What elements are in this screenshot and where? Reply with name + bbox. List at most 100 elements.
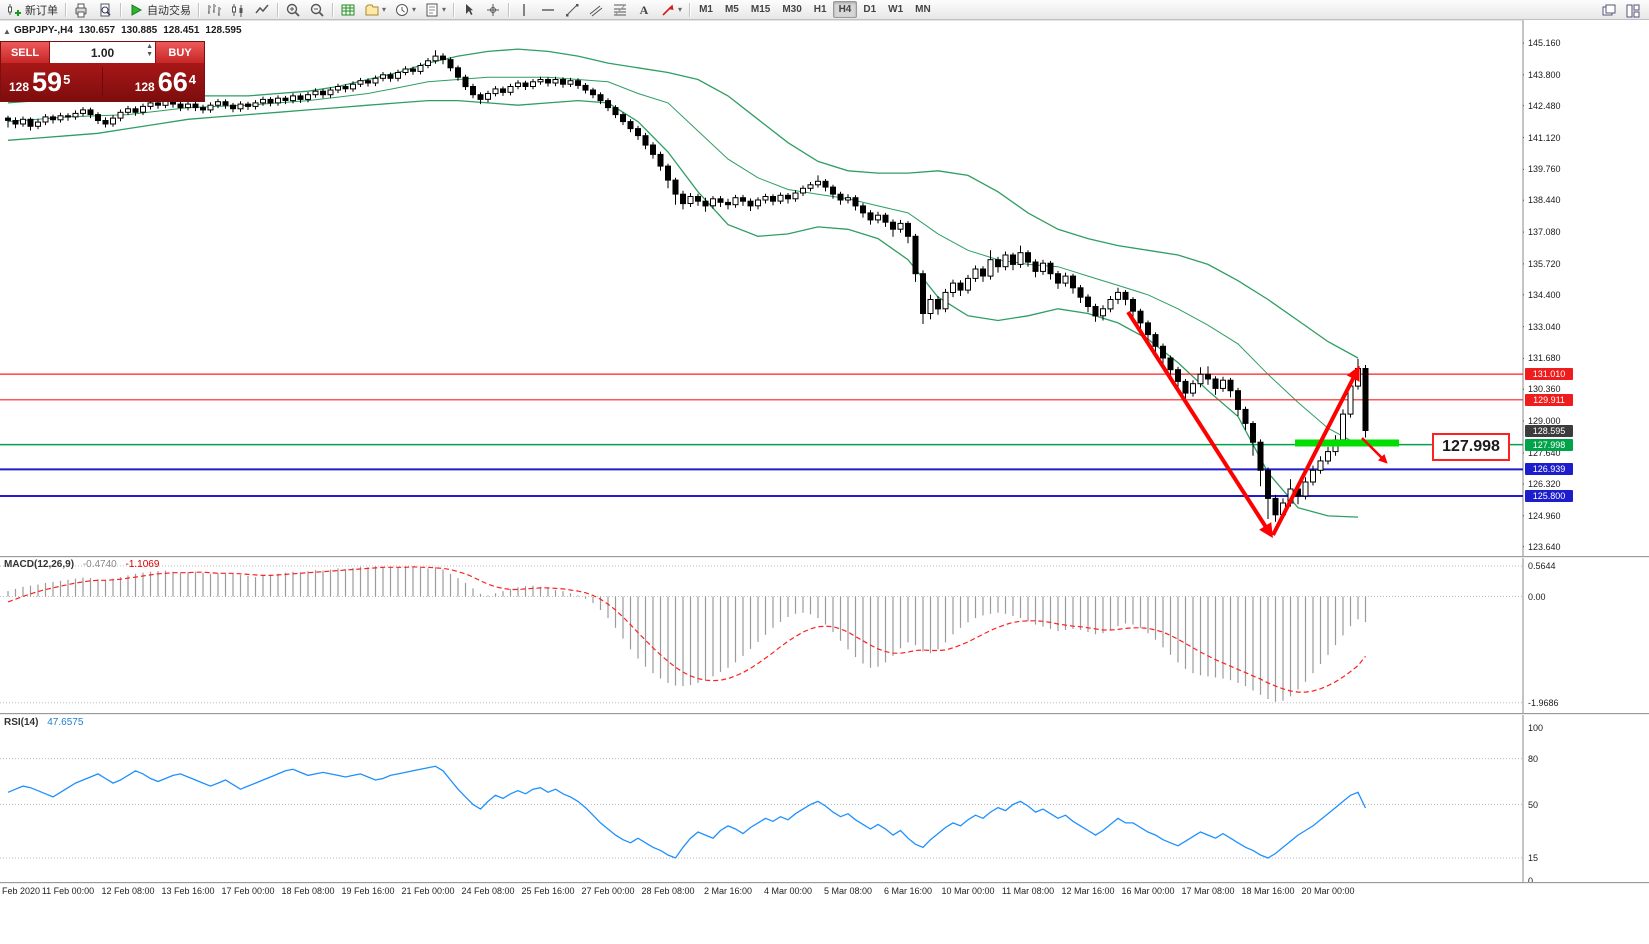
chart-candles-icon [232, 3, 243, 17]
panel-divider-macd-rsi[interactable] [0, 713, 1649, 715]
ask-price: 128 66 4 [135, 67, 196, 97]
profiles-icon [365, 4, 379, 15]
timeframe-button-m5[interactable]: M5 [724, 4, 739, 15]
text-button[interactable]: A [632, 0, 656, 20]
hline-icon [542, 8, 555, 11]
macd-panel-area[interactable] [0, 557, 1523, 713]
window-tile-button[interactable] [1621, 1, 1645, 21]
panel-divider-main-macd[interactable] [0, 556, 1649, 558]
rsi-label: RSI(14) 47.6575 [4, 717, 83, 728]
volume-box: ▲ ▼ [49, 42, 156, 63]
rsi-panel-area[interactable] [0, 714, 1523, 882]
ask-sup: 4 [188, 72, 196, 87]
price-axis-label: 145.160 [1528, 38, 1561, 48]
cursor-button[interactable] [457, 0, 481, 20]
time-axis-label: 12 Feb 08:00 [101, 886, 155, 896]
autotrading-label: 自动交易 [147, 4, 191, 17]
price-axis-label: 143.800 [1528, 69, 1561, 80]
toolbar-separator [120, 2, 121, 17]
timeframe-button-w1[interactable]: W1 [888, 4, 904, 15]
profiles-button[interactable]: ▾ [360, 0, 390, 20]
timeframe-button-mn[interactable]: MN [915, 4, 931, 15]
chevron-down-icon: ▾ [678, 5, 683, 14]
fibonacci-icon [614, 4, 627, 15]
price-marker-badge: 127.998 [1525, 438, 1573, 451]
rsi-value: 47.6575 [47, 717, 84, 728]
price-axis-label: 137.080 [1528, 227, 1561, 238]
volume-down-button[interactable]: ▼ [146, 51, 153, 58]
rsi-axis-label: 80 [1528, 753, 1539, 764]
time-axis-label: 2 Mar 16:00 [703, 886, 753, 896]
ask-prefix: 128 [134, 80, 155, 94]
macd-axis-label: 0.5644 [1528, 561, 1556, 571]
vline-button[interactable] [512, 0, 536, 20]
new-order-button[interactable]: 新订单 [2, 0, 62, 20]
macd-axis-label: -1.9686 [1528, 697, 1559, 708]
volume-up-button[interactable]: ▲ [146, 43, 153, 50]
symbol-ohlc-line: GBPJPY-,H4 130.657 130.885 128.451 128.595 [14, 25, 248, 36]
rsi-axis-label: 0 [1528, 876, 1534, 886]
candlesticks [5, 50, 1369, 522]
price-callout-label[interactable]: 127.998 [1432, 433, 1510, 461]
timeframe-button-h1[interactable]: H1 [813, 4, 827, 15]
time-axis-label: 16 Mar 00:00 [1121, 886, 1175, 896]
time-axis-label: 18 Feb 08:00 [281, 886, 335, 896]
time-axis-label: 13 Feb 16:00 [161, 886, 215, 896]
price-axis-label: 124.960 [1528, 510, 1561, 521]
print-button[interactable] [69, 0, 93, 20]
chart-candles-button[interactable] [226, 0, 250, 20]
price-axis[interactable]: 145.160 143.800 142.480 141.120 139.760 138.4… [1524, 20, 1649, 886]
sell-button[interactable]: SELL [1, 42, 49, 63]
one-click-collapse-toggle[interactable]: ▲ [3, 27, 11, 36]
bid-price: 128 59 5 [9, 67, 70, 97]
print-preview-icon [100, 3, 111, 16]
timeframe-button-m15[interactable]: M15 [750, 4, 771, 15]
chart-bars-button[interactable] [202, 0, 226, 20]
zoom-out-button[interactable] [305, 0, 329, 20]
macd-signal-value: -1.1069 [125, 559, 160, 570]
ohlc-close: 128.595 [205, 25, 242, 36]
timeframe-button-m1[interactable]: M1 [699, 4, 713, 15]
trendline-button[interactable] [560, 0, 584, 20]
volume-input[interactable] [70, 44, 135, 61]
buy-button[interactable]: BUY [156, 42, 204, 63]
time-axis-label: 6 Mar 16:00 [883, 886, 933, 896]
rsi-axis-label: 100 [1528, 723, 1544, 733]
bid-ask-separator [102, 67, 103, 97]
svg-text:A: A [640, 3, 649, 17]
panel-divider-rsi-time[interactable] [0, 882, 1649, 884]
chevron-down-icon: ▾ [412, 5, 417, 14]
new-chart-button[interactable] [336, 0, 360, 20]
ohlc-low: 128.451 [163, 25, 200, 36]
time-axis[interactable]: Feb 2020 11 Feb 00:00 12 Feb 08:00 13 Feb 1… [0, 883, 1523, 901]
channel-button[interactable] [584, 0, 608, 20]
templates-icon [426, 3, 438, 16]
price-axis-label: 141.120 [1528, 132, 1561, 143]
price-axis-label: 130.360 [1528, 384, 1561, 395]
time-axis-label: 17 Mar 08:00 [1181, 886, 1235, 896]
rsi-name: RSI(14) [4, 717, 39, 728]
toolbar-separator [508, 2, 510, 17]
trend-arrows[interactable] [1126, 310, 1388, 539]
templates-button[interactable]: ▾ [420, 0, 450, 20]
time-axis-label: 18 Mar 16:00 [1241, 886, 1295, 896]
autotrading-button[interactable]: 自动交易 [124, 0, 195, 20]
hline-button[interactable] [536, 0, 560, 20]
price-axis-label: 139.760 [1528, 164, 1561, 175]
bid-big: 59 [32, 67, 63, 97]
chart-line-button[interactable] [250, 0, 274, 20]
print-preview-button[interactable] [93, 0, 117, 20]
arrows-button[interactable]: ▾ [656, 0, 686, 20]
price-axis-label: 135.720 [1528, 258, 1561, 269]
rsi-indicator [0, 758, 1523, 859]
zoom-in-button[interactable] [281, 0, 305, 20]
crosshair-button[interactable] [481, 0, 505, 20]
fibonacci-button[interactable] [608, 0, 632, 20]
timeframe-button-h4[interactable]: H4 [832, 1, 858, 18]
price-chart-area[interactable] [0, 20, 1523, 556]
periods-button[interactable]: ▾ [390, 0, 420, 20]
timeframe-button-d1[interactable]: D1 [863, 4, 877, 15]
timeframe-button-m30[interactable]: M30 [782, 4, 802, 15]
price-marker-badge: 131.010 [1525, 368, 1573, 381]
window-cascade-button[interactable] [1597, 1, 1621, 21]
